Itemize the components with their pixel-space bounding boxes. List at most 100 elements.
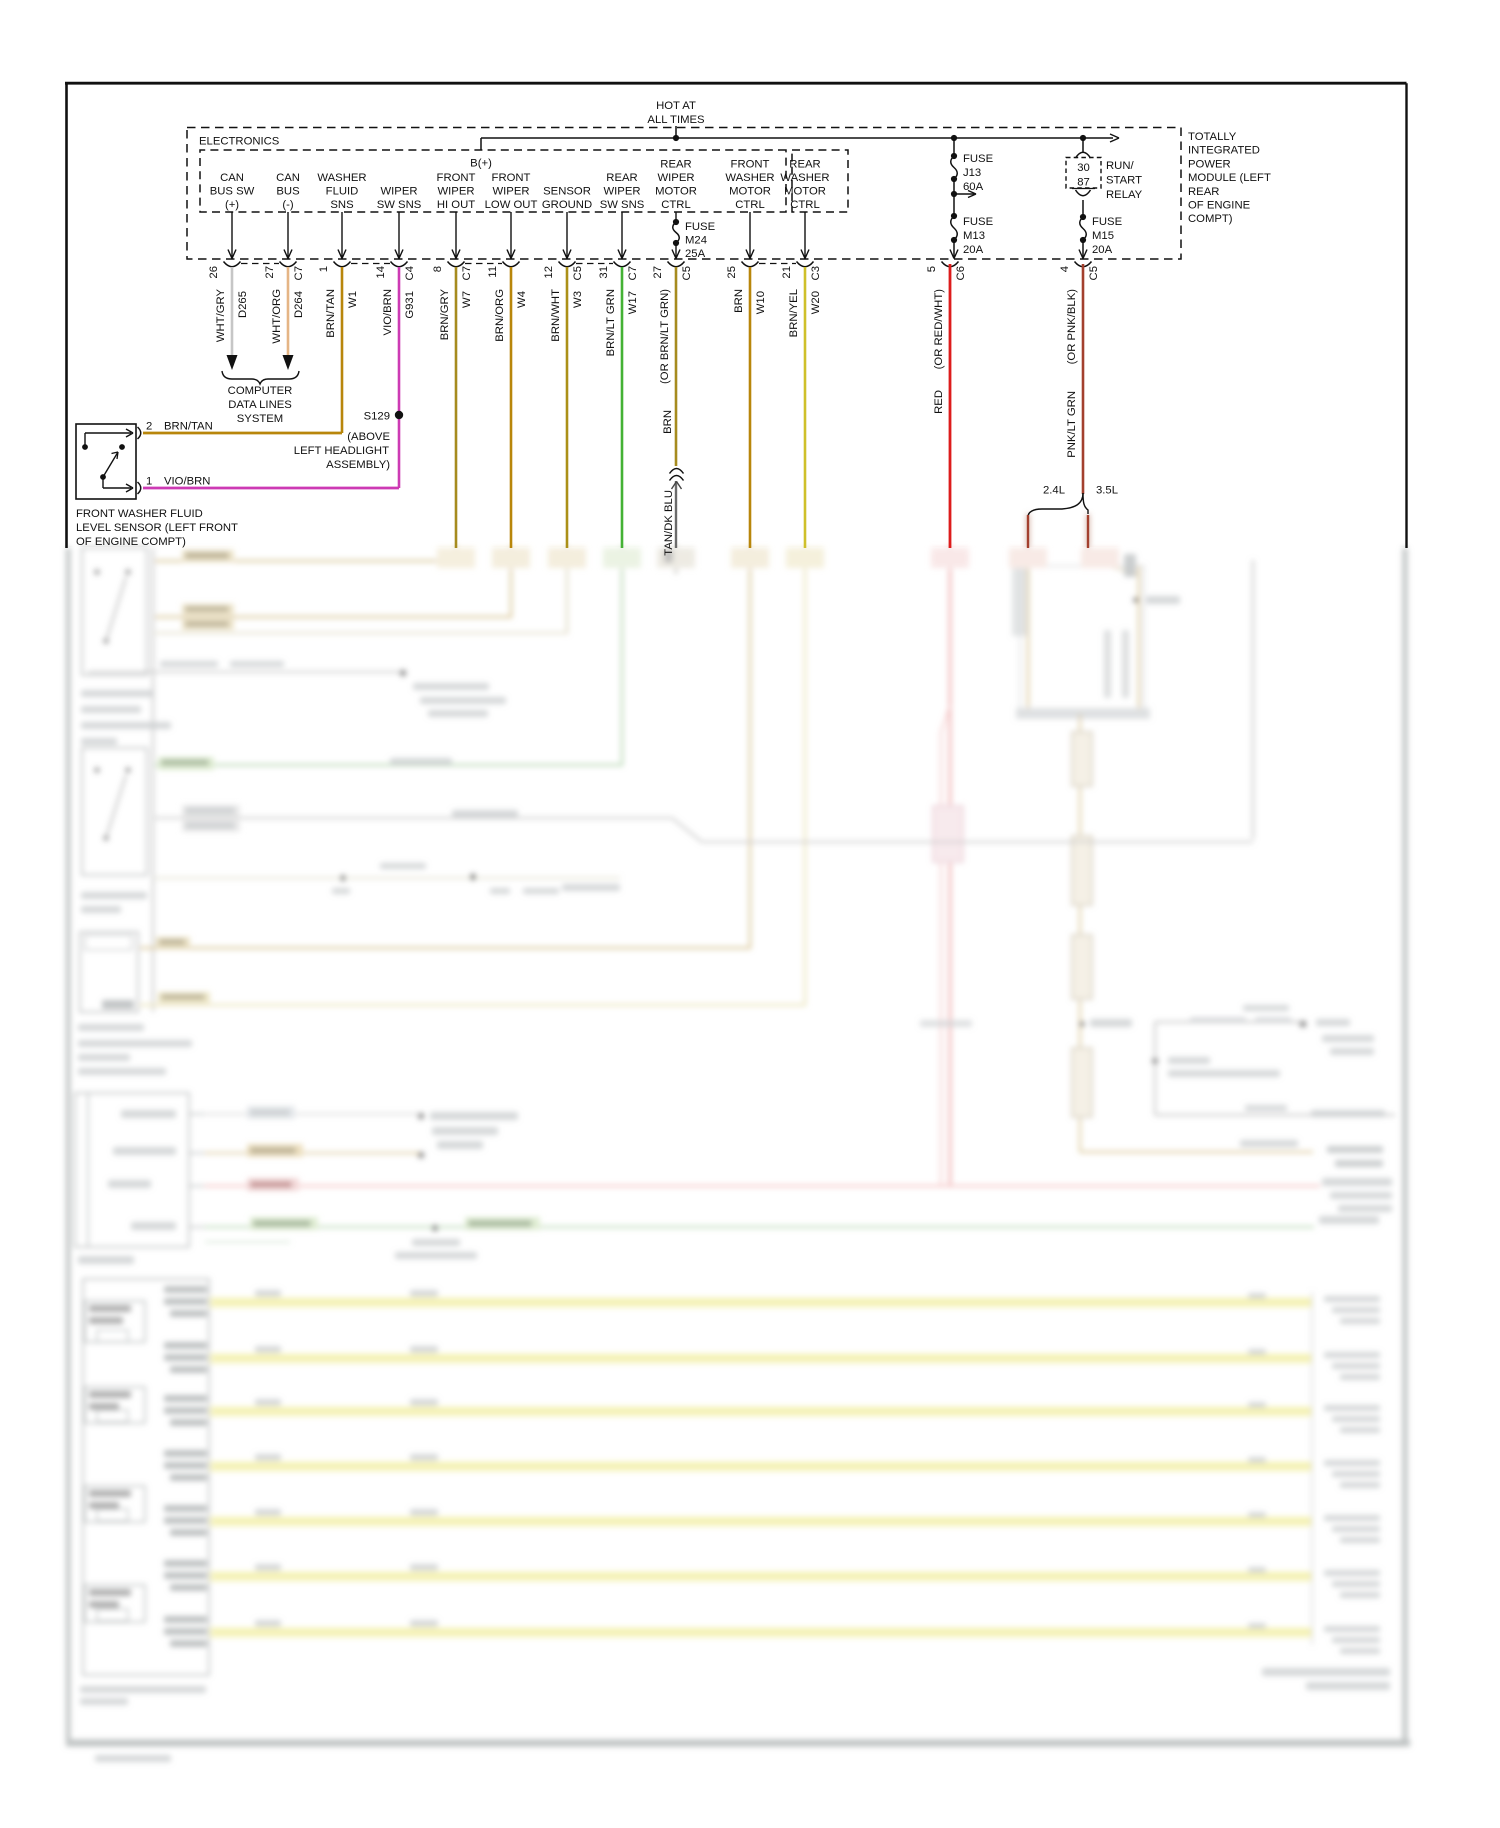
- svg-text:(OR PNK/BLK): (OR PNK/BLK): [1066, 289, 1078, 365]
- svg-text:LOW OUT: LOW OUT: [485, 199, 538, 211]
- svg-text:MOTOR: MOTOR: [784, 186, 826, 198]
- svg-text:BUS: BUS: [276, 186, 300, 198]
- svg-text:WHT/ORG: WHT/ORG: [271, 289, 283, 344]
- svg-text:WIPER: WIPER: [657, 172, 694, 184]
- svg-text:SNS: SNS: [330, 199, 354, 211]
- svg-text:INTEGRATED: INTEGRATED: [1188, 145, 1260, 157]
- svg-text:REAR: REAR: [1188, 186, 1219, 198]
- svg-text:FUSE: FUSE: [963, 216, 994, 228]
- svg-text:W7: W7: [461, 291, 473, 308]
- svg-text:12: 12: [543, 266, 555, 279]
- svg-text:11: 11: [487, 266, 499, 278]
- svg-text:REAR: REAR: [606, 172, 637, 184]
- svg-text:D264: D264: [293, 291, 305, 318]
- svg-text:(OR RED/WHT): (OR RED/WHT): [933, 289, 945, 370]
- svg-text:MOTOR: MOTOR: [729, 186, 771, 198]
- svg-text:WASHER: WASHER: [780, 172, 829, 184]
- svg-text:C5: C5: [681, 266, 693, 280]
- svg-text:GROUND: GROUND: [542, 199, 592, 211]
- svg-text:WIPER: WIPER: [492, 186, 529, 198]
- svg-text:2.4L: 2.4L: [1043, 485, 1065, 497]
- svg-text:WIPER: WIPER: [603, 186, 640, 198]
- svg-text:COMPUTER: COMPUTER: [228, 385, 293, 397]
- svg-text:BRN: BRN: [733, 289, 745, 313]
- svg-text:POWER: POWER: [1188, 158, 1231, 170]
- svg-text:B(+): B(+): [470, 158, 492, 170]
- svg-text:W1: W1: [347, 291, 359, 308]
- svg-text:RED: RED: [933, 390, 945, 414]
- svg-text:(ABOVE: (ABOVE: [347, 431, 390, 443]
- svg-text:HOT AT: HOT AT: [656, 100, 696, 112]
- svg-text:CTRL: CTRL: [661, 199, 691, 211]
- svg-text:M24: M24: [685, 235, 707, 247]
- svg-text:FRONT: FRONT: [437, 172, 476, 184]
- svg-text:(OR BRN/LT GRN): (OR BRN/LT GRN): [659, 289, 671, 384]
- svg-text:G931: G931: [404, 291, 416, 319]
- svg-text:WIPER: WIPER: [437, 186, 474, 198]
- svg-text:CTRL: CTRL: [790, 199, 820, 211]
- svg-text:LEFT HEADLIGHT: LEFT HEADLIGHT: [294, 445, 389, 457]
- svg-text:25: 25: [726, 266, 738, 279]
- svg-text:14: 14: [375, 266, 387, 279]
- svg-text:CAN: CAN: [220, 172, 244, 184]
- svg-text:PNK/LT GRN: PNK/LT GRN: [1066, 391, 1078, 458]
- svg-text:8: 8: [432, 266, 444, 272]
- svg-text:BRN/GRY: BRN/GRY: [439, 289, 451, 341]
- svg-text:BRN/YEL: BRN/YEL: [788, 289, 800, 337]
- svg-text:BRN/TAN: BRN/TAN: [325, 289, 337, 338]
- svg-text:FUSE: FUSE: [685, 221, 716, 233]
- svg-text:1: 1: [146, 476, 152, 488]
- svg-text:WASHER: WASHER: [317, 172, 366, 184]
- svg-text:FRONT: FRONT: [492, 172, 531, 184]
- svg-text:87: 87: [1077, 177, 1090, 189]
- svg-text:J13: J13: [963, 167, 981, 179]
- svg-text:C4: C4: [404, 266, 416, 280]
- svg-text:FUSE: FUSE: [1092, 216, 1123, 228]
- svg-text:MOTOR: MOTOR: [655, 186, 697, 198]
- svg-text:5: 5: [926, 266, 938, 272]
- svg-text:SENSOR: SENSOR: [543, 186, 591, 198]
- svg-text:30: 30: [1077, 162, 1090, 174]
- svg-text:60A: 60A: [963, 181, 984, 193]
- svg-text:3.5L: 3.5L: [1096, 485, 1118, 497]
- svg-text:OF ENGINE COMPT): OF ENGINE COMPT): [76, 536, 186, 548]
- svg-text:2: 2: [146, 421, 152, 433]
- svg-text:WIPER: WIPER: [380, 186, 417, 198]
- svg-text:VIO/BRN: VIO/BRN: [382, 289, 394, 335]
- svg-text:1: 1: [318, 266, 330, 272]
- svg-text:21: 21: [781, 266, 793, 279]
- svg-text:W10: W10: [755, 291, 767, 314]
- svg-text:S129: S129: [364, 411, 390, 423]
- svg-text:OF ENGINE: OF ENGINE: [1188, 200, 1251, 212]
- svg-text:TAN/DK BLU: TAN/DK BLU: [663, 490, 675, 556]
- svg-text:D265: D265: [237, 291, 249, 318]
- svg-text:W4: W4: [516, 291, 528, 308]
- svg-text:RELAY: RELAY: [1106, 189, 1143, 201]
- svg-text:VIO/BRN: VIO/BRN: [164, 476, 210, 488]
- svg-text:BRN/LT GRN: BRN/LT GRN: [605, 289, 617, 356]
- svg-text:BUS SW: BUS SW: [210, 186, 255, 198]
- svg-text:W3: W3: [572, 291, 584, 308]
- svg-text:26: 26: [208, 266, 220, 279]
- svg-text:BRN/TAN: BRN/TAN: [164, 421, 213, 433]
- svg-text:C5: C5: [572, 266, 584, 280]
- svg-text:WHT/GRY: WHT/GRY: [215, 289, 227, 343]
- svg-text:(+): (+): [225, 199, 239, 211]
- svg-text:W20: W20: [810, 291, 822, 314]
- svg-text:(-): (-): [282, 199, 294, 211]
- svg-text:25A: 25A: [685, 248, 706, 260]
- svg-text:REAR: REAR: [660, 159, 691, 171]
- svg-text:FLUID: FLUID: [326, 186, 359, 198]
- svg-text:4: 4: [1059, 266, 1071, 272]
- svg-text:LEVEL SENSOR (LEFT FRONT: LEVEL SENSOR (LEFT FRONT: [76, 522, 238, 534]
- svg-text:27: 27: [264, 266, 276, 279]
- svg-text:ALL TIMES: ALL TIMES: [647, 114, 705, 126]
- svg-text:FRONT: FRONT: [731, 159, 770, 171]
- svg-text:W17: W17: [627, 291, 639, 314]
- svg-text:COMPT): COMPT): [1188, 213, 1233, 225]
- svg-text:SW SNS: SW SNS: [600, 199, 645, 211]
- svg-text:ASSEMBLY): ASSEMBLY): [326, 459, 390, 471]
- svg-text:M15: M15: [1092, 230, 1114, 242]
- svg-text:MODULE (LEFT: MODULE (LEFT: [1188, 172, 1271, 184]
- svg-text:SYSTEM: SYSTEM: [237, 413, 283, 425]
